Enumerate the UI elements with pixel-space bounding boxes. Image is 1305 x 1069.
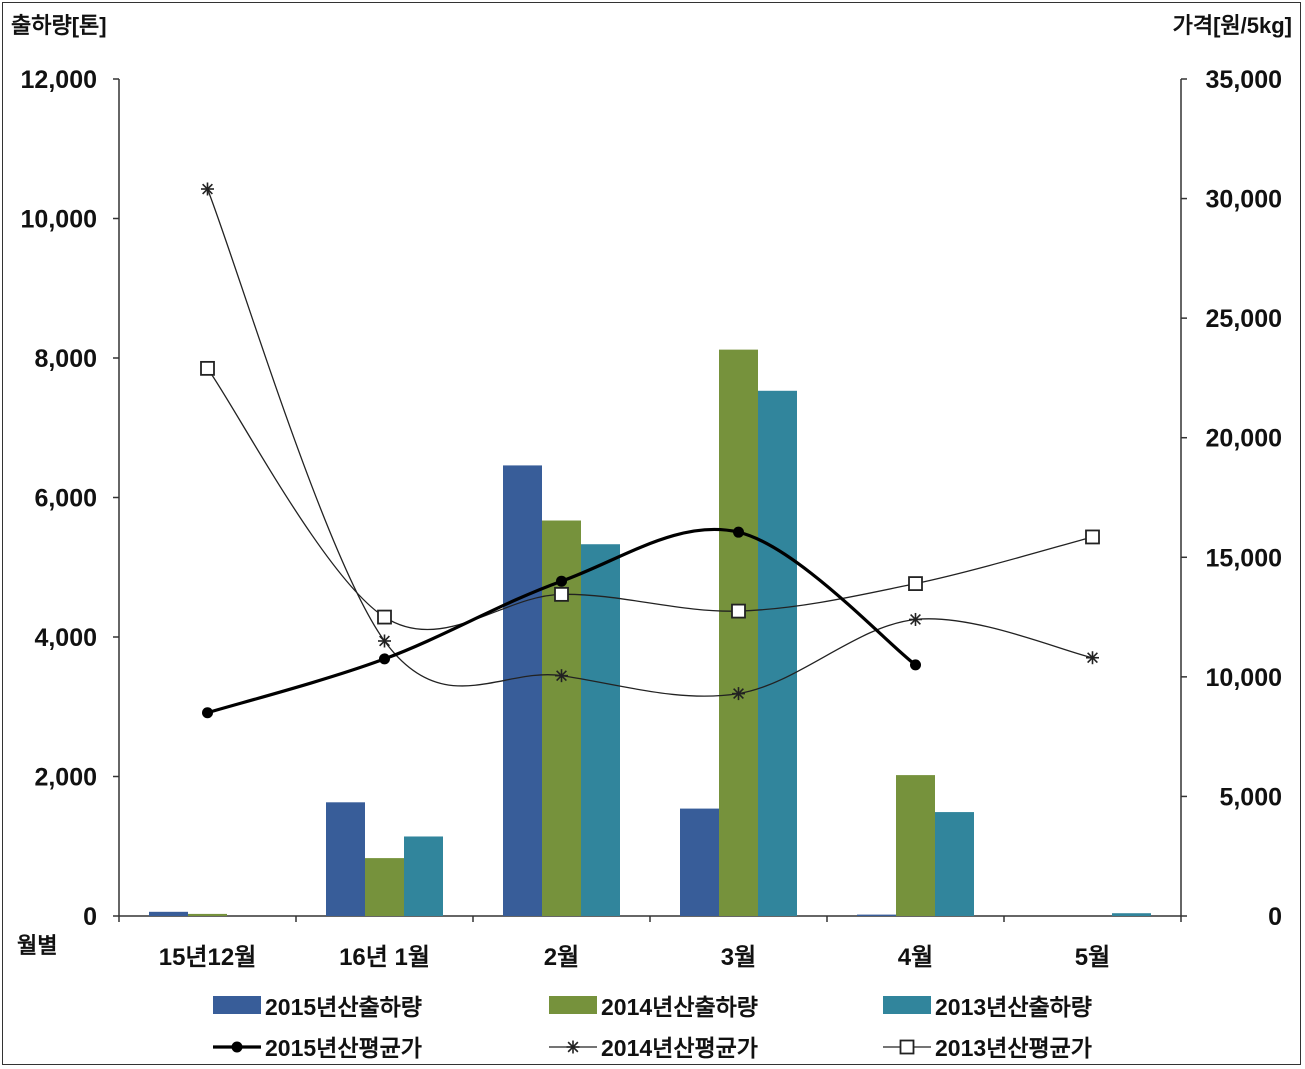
left-tick-label: 2,000	[34, 764, 97, 792]
bar-layer	[149, 349, 1151, 917]
point-marker	[1085, 529, 1100, 545]
right-tick-label: 30,000	[1206, 186, 1282, 214]
bar	[1112, 913, 1151, 916]
x-axis-title: 월별	[17, 933, 57, 958]
bar	[503, 465, 542, 916]
legend-swatch	[883, 996, 931, 1014]
left-tick-label: 0	[83, 903, 97, 931]
line-layer	[200, 182, 1100, 719]
point-marker	[908, 576, 923, 591]
point-marker	[899, 1039, 915, 1055]
point-marker	[379, 653, 390, 665]
bar	[326, 802, 365, 916]
bar	[680, 808, 719, 916]
bar	[857, 914, 896, 916]
point-marker	[202, 707, 213, 719]
legend-label: 2014년산출하량	[601, 994, 758, 1020]
legend-label: 2014년산평균가	[601, 1035, 758, 1061]
bar	[758, 390, 797, 917]
series-line	[206, 188, 1093, 697]
right-axis-title: 가격[원/5kg]	[1173, 13, 1292, 38]
left-axis-title: 출하량[톤]	[11, 13, 107, 38]
right-tick-label: 20,000	[1206, 425, 1282, 453]
left-tick-label: 4,000	[34, 624, 97, 652]
left-tick-label: 8,000	[34, 345, 97, 373]
legend-label: 2015년산평균가	[265, 1035, 422, 1061]
point-marker	[378, 634, 391, 648]
point-marker	[201, 182, 214, 196]
x-tick-label: 16년 1월	[339, 944, 430, 971]
bar	[404, 836, 443, 916]
right-tick-label: 15,000	[1206, 544, 1282, 572]
bar	[365, 858, 404, 916]
bar	[719, 349, 758, 916]
point-marker	[200, 360, 215, 376]
point-marker	[554, 586, 569, 602]
legend-label: 2013년산출하량	[935, 994, 1092, 1020]
point-marker	[1086, 651, 1099, 665]
right-tick-label: 35,000	[1206, 66, 1282, 94]
bar	[149, 911, 188, 916]
point-marker	[909, 612, 922, 626]
x-tick-label: 3월	[721, 944, 756, 971]
x-tick-label: 4월	[898, 944, 933, 971]
bar	[188, 913, 227, 916]
right-tick-label: 0	[1268, 903, 1282, 931]
right-tick-label: 25,000	[1206, 305, 1282, 333]
left-tick-label: 12,000	[21, 66, 97, 94]
combo-chart: 출하량[톤] 가격[원/5kg] 월별 0 2,000 4,000 6,000 8,00…	[11, 13, 1292, 1061]
point-marker	[377, 609, 392, 625]
right-tick-label: 10,000	[1206, 664, 1282, 692]
point-marker	[733, 526, 744, 538]
point-marker	[731, 603, 746, 619]
legend: 2015년산출하량 2014년산출하량 2013년산출하량 2015년산평균가 2014…	[213, 994, 1092, 1061]
legend-swatch	[549, 996, 597, 1014]
left-tick-label: 6,000	[34, 485, 97, 513]
axes: 0 2,000 4,000 6,000 8,000 10,000 12,000 0 5,000 1…	[21, 66, 1282, 971]
legend-label: 2013년산평균가	[935, 1035, 1092, 1061]
bar	[581, 544, 620, 916]
series-line	[206, 367, 1093, 631]
bar	[935, 812, 974, 916]
point-marker	[910, 659, 921, 671]
bar	[896, 775, 935, 916]
left-tick-label: 10,000	[21, 206, 97, 234]
legend-label: 2015년산출하량	[265, 994, 422, 1020]
point-marker	[732, 687, 745, 701]
legend-swatch	[213, 996, 261, 1014]
point-marker	[555, 669, 568, 683]
x-tick-label: 2월	[544, 944, 579, 971]
right-tick-label: 5,000	[1219, 783, 1282, 811]
point-marker	[231, 1041, 243, 1053]
x-tick-label: 15년12월	[159, 944, 257, 971]
point-marker	[566, 1040, 580, 1054]
point-marker	[556, 575, 567, 587]
x-tick-label: 5월	[1075, 944, 1110, 971]
